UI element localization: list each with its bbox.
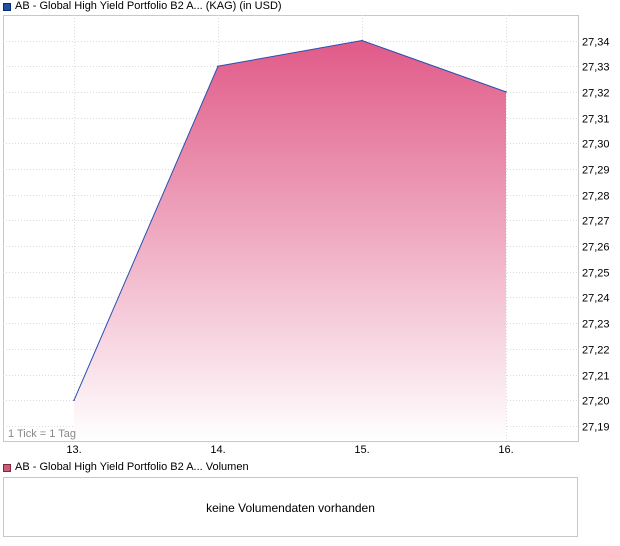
price-line bbox=[73, 39, 507, 401]
y-tick-label: 27,28 bbox=[582, 191, 610, 203]
price-chart: 27,19 27,20 27,21 27,22 27,23 27,24 27,25 27,26… bbox=[3, 15, 610, 457]
price-legend-swatch bbox=[3, 2, 11, 11]
area-fill bbox=[74, 40, 506, 441]
data-point bbox=[73, 399, 75, 402]
volume-legend: AB - Global High Yield Portfolio B2 A...… bbox=[3, 461, 249, 474]
y-tick-label: 27,34 bbox=[582, 37, 610, 49]
price-legend: AB - Global High Yield Portfolio B2 A...… bbox=[3, 0, 282, 13]
y-tick-label: 27,30 bbox=[582, 139, 610, 151]
y-tick-label: 27,26 bbox=[582, 242, 610, 254]
x-tick-label: 15. bbox=[354, 444, 369, 456]
x-tick-label: 14. bbox=[210, 444, 225, 456]
y-tick-label: 27,27 bbox=[582, 216, 610, 228]
volume-empty-message: keine Volumendaten vorhanden bbox=[206, 501, 375, 515]
y-tick-label: 27,32 bbox=[582, 88, 610, 100]
x-tick-label: 13. bbox=[66, 444, 81, 456]
y-tick-label: 27,33 bbox=[582, 62, 610, 74]
price-legend-label: AB - Global High Yield Portfolio B2 A...… bbox=[15, 0, 282, 12]
volume-panel: keine Volumendaten vorhanden bbox=[3, 477, 578, 537]
volume-legend-label: AB - Global High Yield Portfolio B2 A...… bbox=[15, 461, 249, 473]
y-tick-label: 27,22 bbox=[582, 345, 610, 357]
y-tick-label: 27,25 bbox=[582, 268, 610, 280]
x-tick-label: 16. bbox=[498, 444, 513, 456]
y-tick-label: 27,31 bbox=[582, 114, 610, 126]
y-tick-label: 27,23 bbox=[582, 319, 610, 331]
volume-legend-swatch bbox=[3, 463, 11, 472]
y-tick-label: 27,20 bbox=[582, 396, 610, 408]
tick-note: 1 Tick = 1 Tag bbox=[8, 428, 76, 440]
y-tick-label: 27,21 bbox=[582, 371, 610, 383]
data-point bbox=[505, 91, 507, 93]
y-tick-label: 27,29 bbox=[582, 165, 610, 177]
area-series bbox=[73, 39, 507, 441]
data-point bbox=[361, 39, 363, 42]
data-point bbox=[217, 65, 219, 67]
y-tick-label: 27,19 bbox=[582, 422, 610, 434]
y-tick-label: 27,24 bbox=[582, 293, 610, 305]
axes: 27,19 27,20 27,21 27,22 27,23 27,24 27,25 27,26… bbox=[66, 37, 609, 457]
plot-frame bbox=[3, 15, 579, 442]
